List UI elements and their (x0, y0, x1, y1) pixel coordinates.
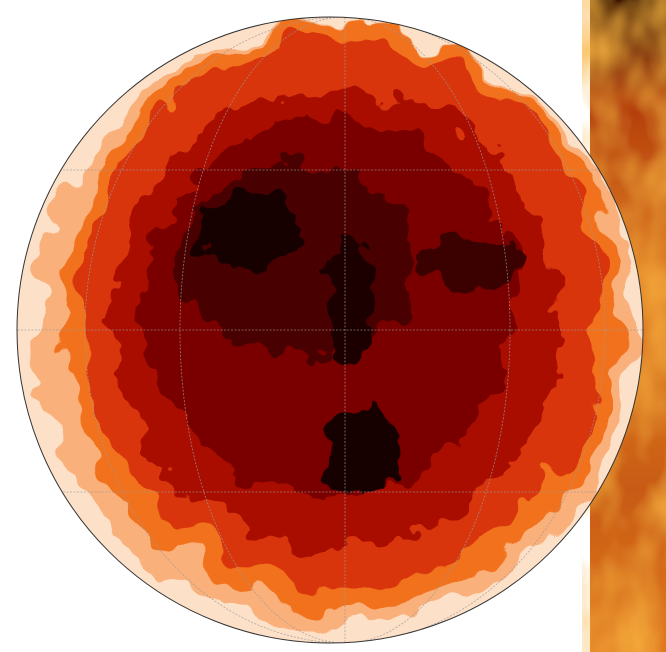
contour-black (200, 190, 300, 270)
page: Orthographic contour map {} html, body {… (0, 0, 666, 652)
globe (0, 0, 666, 652)
contour-black (320, 405, 400, 495)
map-figure (0, 0, 666, 652)
page-body (0, 0, 666, 652)
contour-deep (425, 235, 515, 285)
contour-deep (180, 165, 420, 355)
contour-black (328, 230, 372, 370)
